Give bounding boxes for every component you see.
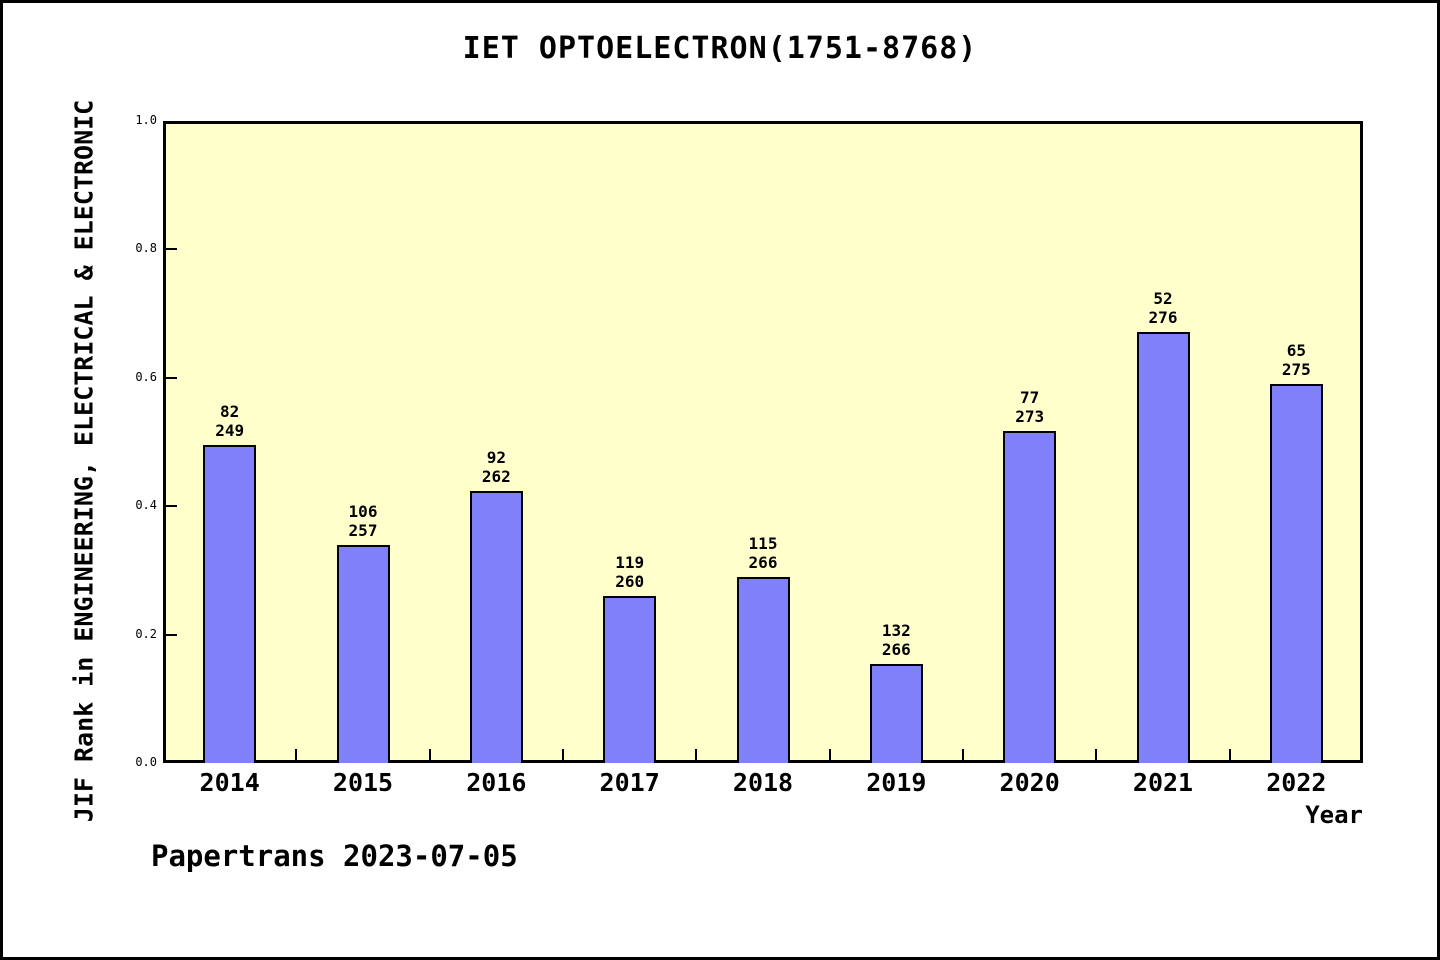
y-tick-label: 0.8: [135, 241, 157, 256]
x-minor-tick: [1228, 749, 1231, 760]
x-minor-tick: [962, 749, 964, 760]
bar-2016: [469, 490, 523, 763]
bar-total-value: 266: [748, 552, 778, 572]
bar-total-value: 260: [615, 572, 645, 592]
bar-rank-value: 77: [1020, 388, 1040, 408]
x-tick-label-2020: 2020: [999, 768, 1060, 797]
bar-2018: [736, 576, 790, 763]
bar-2017: [603, 596, 657, 763]
bar-value-label: 92 262: [436, 448, 556, 486]
x-tick-label-2022: 2022: [1266, 768, 1327, 797]
y-tick-mark: [166, 376, 177, 379]
bar-2014: [203, 445, 257, 763]
bar-rank-value: 65: [1286, 341, 1306, 361]
bar-rank-value: 132: [881, 621, 911, 641]
x-tick-label-2014: 2014: [199, 768, 260, 797]
bar-value-label: 115 266: [703, 534, 823, 572]
y-tick-label: 1.0: [135, 113, 157, 127]
bar-rank-value: 115: [748, 533, 778, 553]
bar-total-value: 262: [481, 466, 511, 486]
bar-total-value: 273: [1015, 407, 1045, 427]
bar-total-value: 276: [1148, 307, 1178, 327]
bar-total-value: 257: [348, 520, 378, 540]
y-tick-label: 0.4: [135, 498, 157, 513]
x-tick-label-2019: 2019: [866, 768, 927, 797]
bar-2020: [1003, 431, 1057, 763]
x-minor-tick: [562, 749, 564, 760]
y-tick-label: 0.2: [135, 626, 157, 641]
bar-rank-value: 82: [220, 402, 240, 422]
bar-value-label: 82 249: [170, 402, 290, 440]
x-tick-label-2018: 2018: [732, 768, 794, 797]
y-tick-label: 0.6: [135, 369, 157, 384]
bar-rank-value: 106: [348, 501, 378, 521]
bar-value-label: 119 260: [570, 553, 690, 591]
y-tick-label: 0.0: [135, 755, 157, 769]
x-tick-label-2021: 2021: [1132, 768, 1194, 797]
bar-2021: [1136, 331, 1190, 763]
bar-value-label: 132 266: [836, 621, 956, 659]
bar-total-value: 266: [881, 640, 911, 660]
bar-2015: [336, 544, 390, 763]
bar-value-label: 106 257: [303, 502, 423, 540]
x-tick-label-2017: 2017: [599, 768, 660, 797]
x-axis-title: Year: [1305, 801, 1363, 829]
y-tick-mark: [166, 505, 177, 508]
chart-title: IET OPTOELECTRON(1751-8768): [462, 31, 978, 66]
y-tick-mark: [166, 633, 177, 636]
bar-2019: [869, 664, 923, 763]
footer-text: Papertrans 2023-07-05: [151, 839, 518, 873]
x-tick-label-2016: 2016: [466, 768, 527, 797]
bar-rank-value: 119: [615, 553, 645, 573]
bar-value-label: 52 276: [1103, 289, 1223, 327]
x-minor-tick: [295, 749, 298, 760]
bar-rank-value: 92: [486, 447, 506, 467]
bar-total-value: 275: [1281, 360, 1311, 380]
bar-value-label: 65 275: [1236, 341, 1356, 379]
bar-value-label: 77 273: [970, 388, 1090, 426]
x-minor-tick: [1095, 749, 1098, 760]
y-tick-mark: [166, 248, 177, 251]
bar-rank-value: 52: [1153, 288, 1173, 308]
x-tick-label-2015: 2015: [332, 768, 394, 797]
x-minor-tick: [695, 749, 698, 760]
bar-total-value: 249: [215, 421, 245, 441]
x-minor-tick: [828, 749, 831, 760]
x-minor-tick: [428, 749, 431, 760]
bar-2022: [1269, 384, 1323, 763]
y-axis-title: JIF Rank in ENGINEERING, ELECTRICAL & EL…: [69, 99, 99, 823]
